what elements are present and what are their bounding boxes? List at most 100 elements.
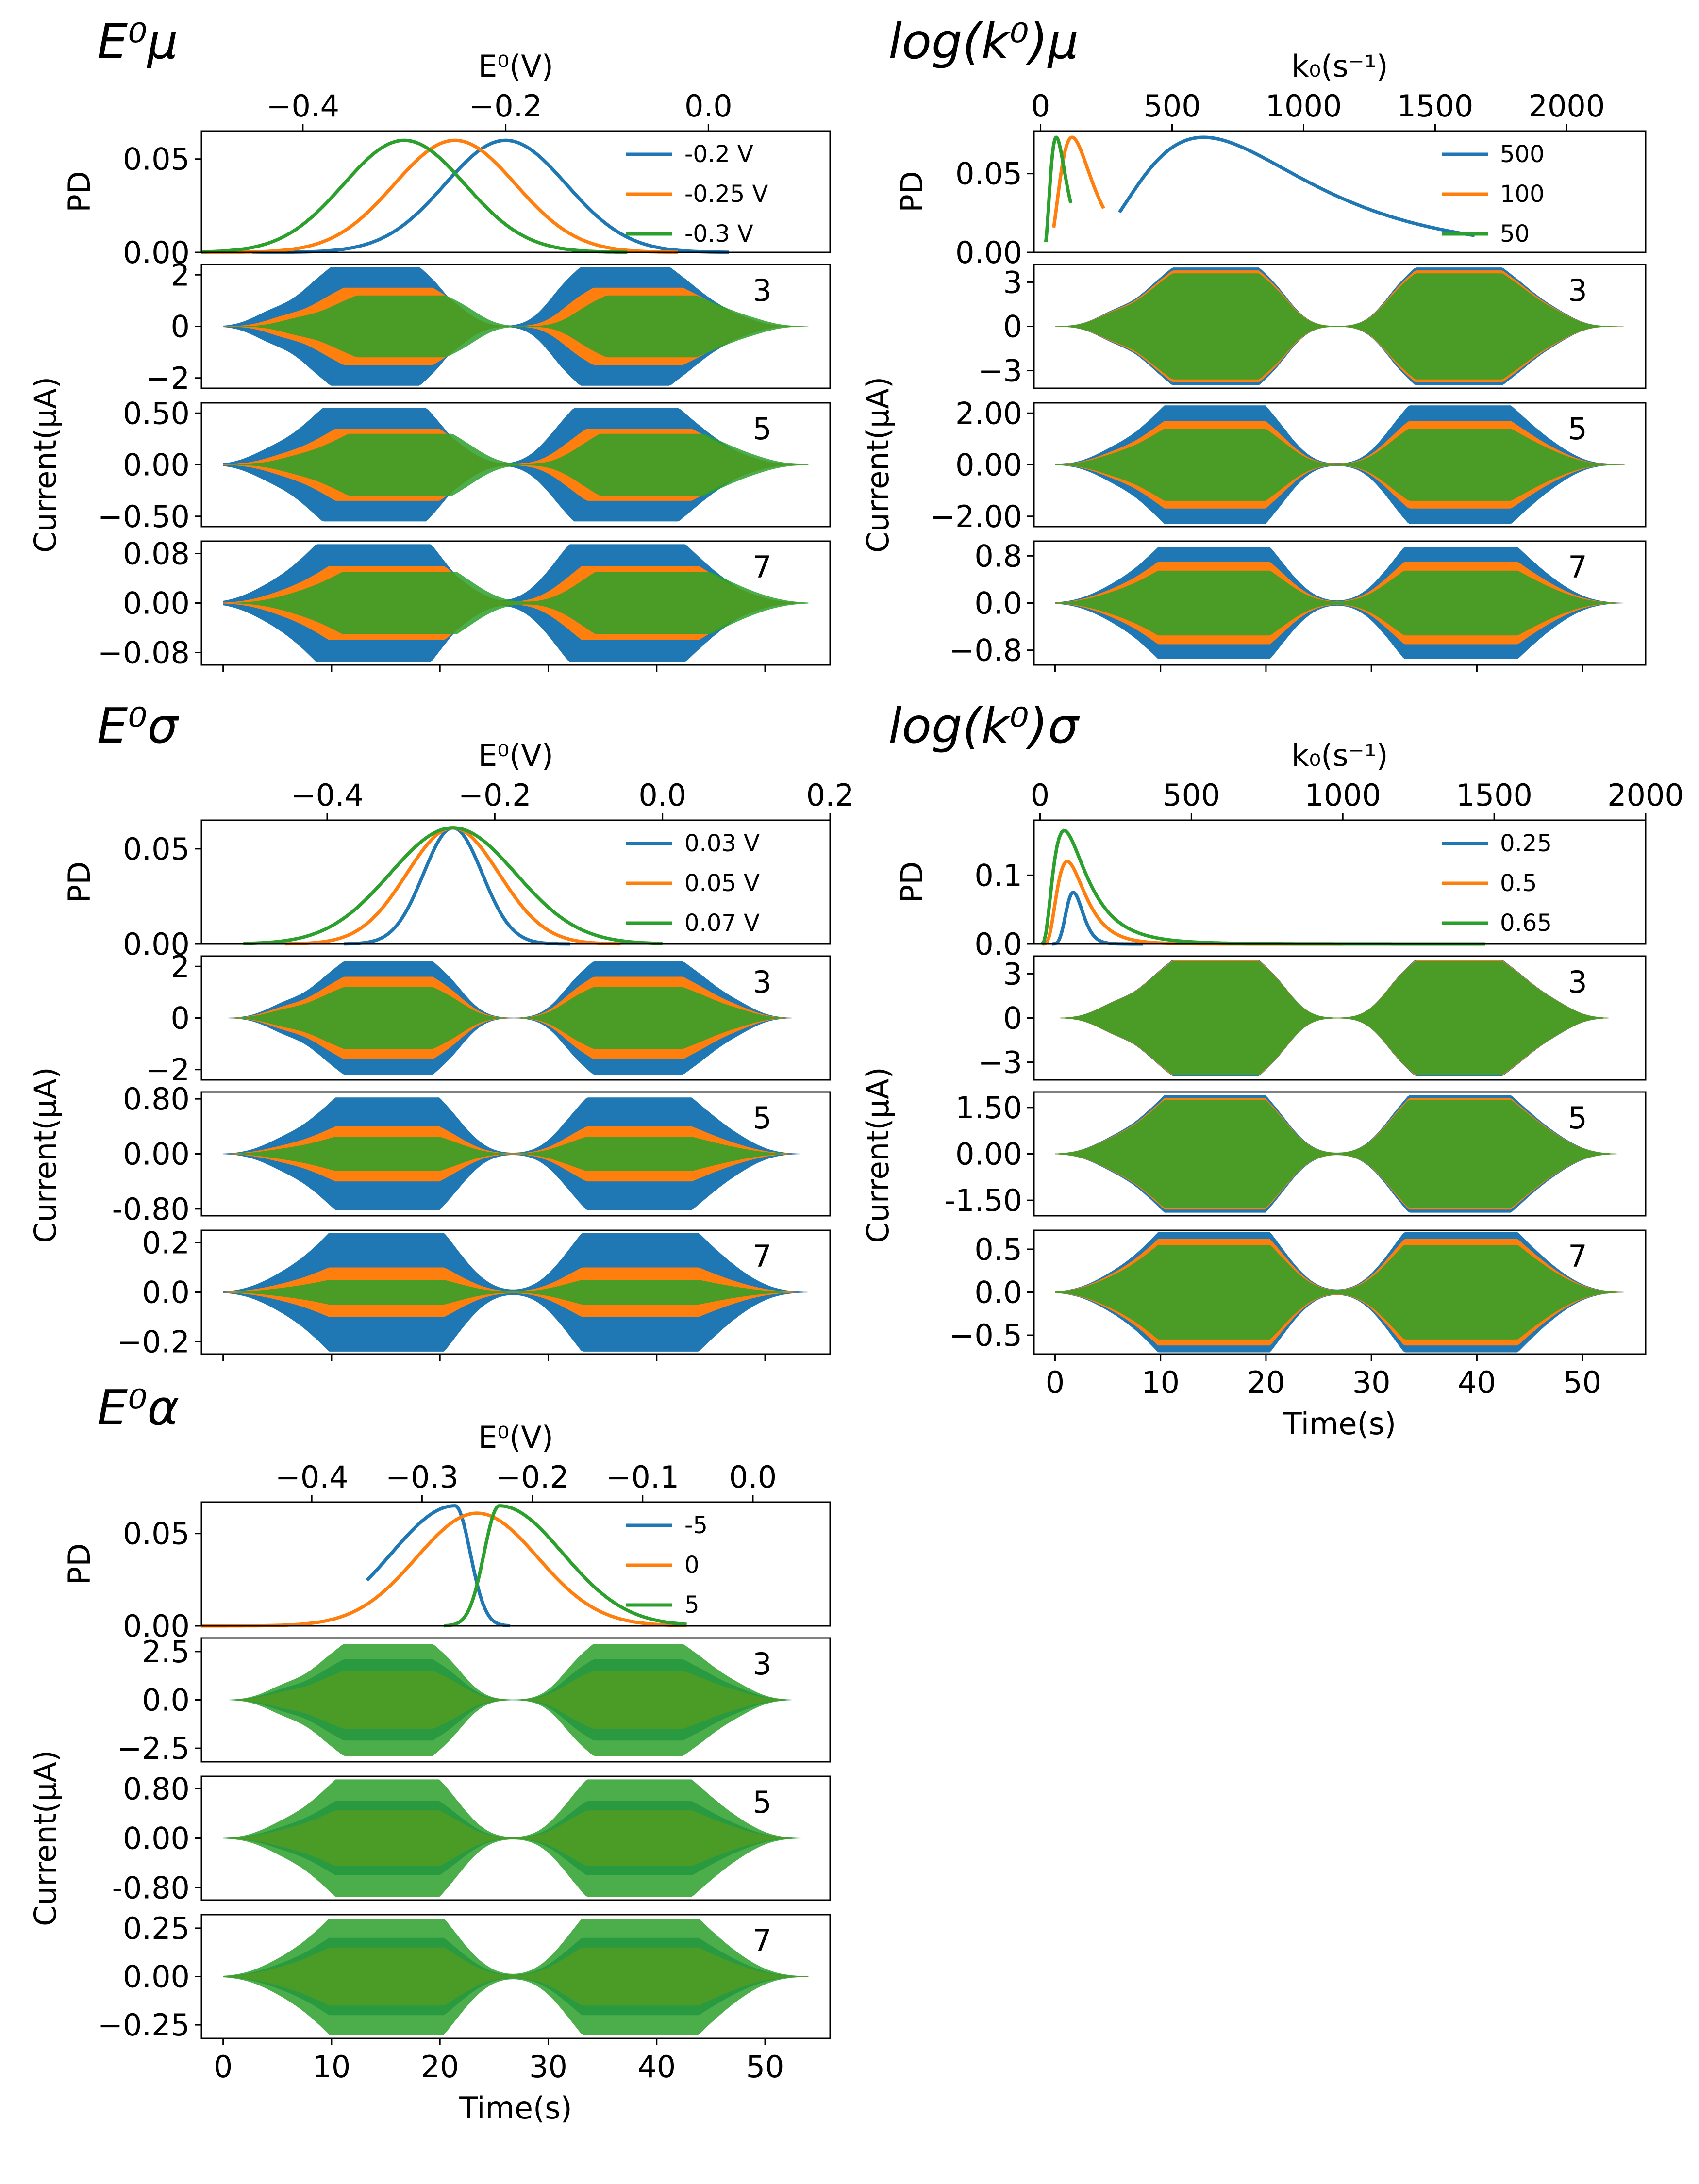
current-ytick-label: 0.25 xyxy=(123,1911,190,1946)
panel-title: E⁰σ xyxy=(97,697,179,754)
current-axes-h7: −0.5 0.0 0.5 7 xyxy=(949,1229,1647,1361)
pd-ytick-label: 0.05 xyxy=(955,156,1022,192)
pd-xtick-label: −0.2 xyxy=(458,778,532,813)
current-series-2 xyxy=(223,572,809,634)
harmonic-label: 3 xyxy=(752,273,771,308)
time-xtick-label: 30 xyxy=(529,2049,567,2085)
legend-label: 0 xyxy=(684,1552,700,1579)
current-series-2 xyxy=(1055,1099,1625,1208)
pd-axes: 0 500 1000 1500 2000k₀(s⁻¹)0.00.1PD0.250.50.… xyxy=(894,738,1684,962)
pd-xlabel: E⁰(V) xyxy=(478,1420,553,1455)
pd-xtick-label: 500 xyxy=(1163,778,1220,813)
pd-ytick-label: 0.05 xyxy=(123,1516,190,1552)
time-xtick-label: 20 xyxy=(421,2049,459,2085)
legend-label: 50 xyxy=(1500,220,1530,248)
panel-title: log(k⁰)μ xyxy=(888,13,1079,70)
current-ytick-label: −2.00 xyxy=(930,499,1022,534)
current-ytick-label: 0.00 xyxy=(123,1821,190,1856)
time-xtick-label: 20 xyxy=(1247,1365,1285,1400)
legend-label: 0.03 V xyxy=(684,830,760,857)
pd-ylabel: PD xyxy=(894,861,930,903)
pd-series-0 xyxy=(252,138,729,254)
pd-xtick-label: 500 xyxy=(1143,88,1200,124)
pd-ytick-label: 0.0 xyxy=(974,927,1022,962)
pd-xtick-label: 2000 xyxy=(1607,778,1684,813)
current-ytick-label: 0.0 xyxy=(142,1683,190,1718)
current-axes-h3: −2 0 2 3 xyxy=(146,257,831,396)
current-series-2 xyxy=(223,1779,809,1897)
current-ytick-label: 0 xyxy=(171,309,190,345)
pd-xtick-label: 0.0 xyxy=(729,1459,777,1495)
current-ylabel: Current(μA) xyxy=(28,1067,63,1243)
current-axes-h5: −2.00 0.00 2.00 5 xyxy=(930,396,1647,534)
pd-series-0 xyxy=(1118,135,1475,237)
current-series-2 xyxy=(223,1137,809,1171)
current-ytick-label: −2 xyxy=(146,1052,190,1088)
pd-ytick-label: 0.1 xyxy=(974,858,1022,893)
current-series-2 xyxy=(1055,961,1625,1075)
legend-label: 0.05 V xyxy=(684,870,760,897)
pd-series-1 xyxy=(201,138,678,254)
current-ytick-label: 2 xyxy=(171,949,190,984)
current-ytick-label: 0.00 xyxy=(123,447,190,483)
current-ytick-label: 0 xyxy=(1003,1001,1022,1036)
pd-series-2 xyxy=(444,1504,687,1628)
current-series-2 xyxy=(223,1644,809,1756)
pd-xtick-label: −0.4 xyxy=(275,1459,349,1495)
current-ytick-label: 0.5 xyxy=(974,1232,1022,1267)
current-ytick-label: 0.0 xyxy=(974,1275,1022,1310)
pd-xtick-label: −0.2 xyxy=(469,88,542,124)
current-axes-h3: −2.5 0.0 2.5 3 xyxy=(117,1634,831,1766)
current-ytick-label: 1.50 xyxy=(955,1090,1022,1125)
current-axes-h7: −0.8 0.0 0.8 7 xyxy=(949,538,1647,672)
pd-axes: −0.4 −0.3 −0.2 −0.1 0.0 E⁰(V) 0.00 0.05 PD -5 0 5 xyxy=(62,1420,831,1644)
harmonic-label: 7 xyxy=(1568,549,1587,585)
harmonic-label: 5 xyxy=(1568,1100,1587,1136)
current-ytick-label: 0.80 xyxy=(123,1771,190,1807)
current-ytick-label: 0 xyxy=(1003,309,1022,345)
current-ylabel: Current(μA) xyxy=(860,377,896,553)
legend-label: -0.25 V xyxy=(684,181,768,208)
panel-E0alpha: E⁰α−0.4 −0.3 −0.2 −0.1 0.0E⁰(V)0.000.05PD-50… xyxy=(28,1379,831,2126)
pd-legend: 500 100 50 xyxy=(1442,141,1545,248)
time-xtick-label: 50 xyxy=(746,2049,784,2085)
time-xtick-label: 50 xyxy=(1563,1365,1601,1400)
harmonic-label: 7 xyxy=(752,549,771,585)
panel-title: E⁰α xyxy=(97,1379,179,1436)
current-axes-h3: −3 0 3 3 xyxy=(978,264,1647,389)
current-ytick-label: 3 xyxy=(1003,265,1022,300)
harmonic-label: 7 xyxy=(1568,1239,1587,1274)
time-xtick-label: 40 xyxy=(637,2049,676,2085)
current-ytick-label: −0.5 xyxy=(949,1318,1022,1353)
pd-ylabel: PD xyxy=(62,1543,97,1585)
panel-logk0mu: log(k⁰)μ0 500 1000 1500 2000k₀(s⁻¹)0.000.05P… xyxy=(860,13,1647,672)
current-ytick-label: 0.00 xyxy=(955,447,1022,483)
harmonic-label: 5 xyxy=(752,411,771,447)
current-axes-h3: −3 0 3 3 xyxy=(978,955,1647,1081)
legend-label: 0.5 xyxy=(1500,870,1537,897)
current-ytick-label: −2 xyxy=(146,361,190,396)
current-series-2 xyxy=(1055,429,1625,501)
time-xlabel: Time(s) xyxy=(1283,1406,1396,1441)
harmonic-label: 5 xyxy=(1568,411,1587,447)
pd-xlabel: k₀(s⁻¹) xyxy=(1291,49,1388,84)
pd-series-1 xyxy=(1052,135,1105,228)
legend-label: 0.07 V xyxy=(684,910,760,937)
current-axes-h5: -0.80 0.00 0.80 5 xyxy=(112,1081,831,1227)
current-series-2 xyxy=(223,1919,809,2035)
current-ylabel: Current(μA) xyxy=(28,377,63,553)
current-ytick-label: 0.00 xyxy=(955,1137,1022,1172)
harmonic-label: 3 xyxy=(752,1646,771,1682)
current-ytick-label: -1.50 xyxy=(945,1183,1022,1218)
current-series-2 xyxy=(1055,570,1625,636)
pd-ylabel: PD xyxy=(62,171,97,212)
pd-xtick-label: −0.4 xyxy=(267,88,340,124)
panel-title: log(k⁰)σ xyxy=(888,697,1080,754)
pd-frame xyxy=(200,1501,831,1627)
time-xtick-label: 40 xyxy=(1458,1365,1496,1400)
harmonic-label: 5 xyxy=(752,1100,771,1136)
pd-ylabel: PD xyxy=(62,861,97,903)
current-series-2 xyxy=(223,987,809,1049)
current-ytick-label: 0.00 xyxy=(123,1959,190,1995)
